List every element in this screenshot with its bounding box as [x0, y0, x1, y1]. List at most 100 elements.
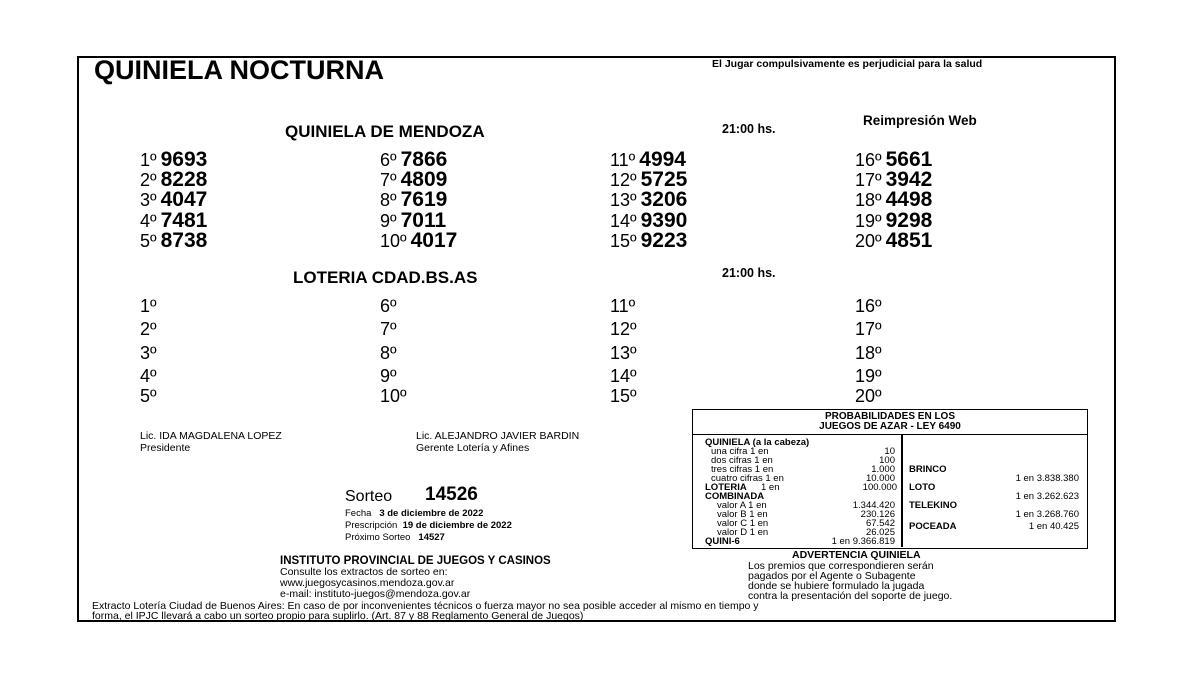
result-cell: 8º 7619 — [380, 188, 448, 211]
result-cell: 9º 7011 — [380, 210, 446, 231]
prob-label: una cifra 1 en — [711, 446, 769, 457]
result-cell: 7º 4809 — [380, 168, 448, 191]
ordinal: 6º — [380, 296, 397, 316]
ordinal: 11º — [610, 150, 636, 170]
result-cell: 1º 9693 — [140, 148, 208, 171]
result-cell: 4º — [140, 366, 161, 386]
result-cell: 17º 3942 — [855, 169, 932, 190]
ordinal: 7º — [380, 170, 397, 190]
prob-value: 26.025 — [865, 527, 895, 538]
ordinal: 16º — [855, 296, 882, 316]
result-cell: 3º — [140, 343, 161, 363]
ordinal: 9º — [380, 211, 397, 231]
result-number: 7619 — [400, 188, 448, 211]
advertencia-line: Los premios que correspondieren serán — [748, 560, 934, 572]
result-number: 5725 — [640, 168, 688, 191]
ordinal: 12º — [610, 170, 637, 190]
prob-value: 1.000 — [871, 464, 895, 475]
result-number: 9298 — [885, 209, 933, 232]
result-number: 8738 — [160, 229, 208, 252]
footer-line: Extracto Lotería Ciudad de Buenos Aires:… — [92, 600, 759, 612]
result-number: 4994 — [639, 148, 686, 171]
sorteo-label: Sorteo — [345, 488, 393, 505]
footer-line: forma, el IPJC llevará a cabo un sorteo … — [92, 610, 584, 622]
signature-name: Lic. ALEJANDRO JAVIER BARDIN — [416, 430, 580, 442]
ordinal: 19º — [855, 211, 882, 231]
ordinal: 19º — [855, 366, 882, 386]
result-cell: 19º — [855, 366, 886, 386]
probabilities-title: PROBABILIDADES EN LOS — [824, 411, 955, 422]
prob-value: 67.542 — [865, 518, 895, 529]
result-cell: 12º — [610, 319, 641, 339]
prob-label: cuatro cifras 1 en — [711, 473, 784, 484]
quiniela-mendoza-time: 21:00 hs. — [722, 122, 776, 136]
result-number: 7481 — [160, 209, 208, 232]
ordinal: 14º — [610, 211, 637, 231]
result-number: 9390 — [640, 209, 688, 232]
prob-label: valor C 1 en — [717, 518, 769, 529]
ordinal: 18º — [855, 343, 882, 363]
fecha-label: Fecha — [345, 508, 372, 519]
result-cell: 9º — [380, 366, 401, 386]
prob-game-value: 1 en 3.262.623 — [1015, 491, 1079, 502]
ordinal: 4º — [140, 211, 157, 231]
advertencia-line: pagados por el Agente o Subagente — [748, 570, 916, 582]
combinada-prob-title: COMBINADA — [705, 491, 765, 502]
result-cell: 11º 4994 — [610, 148, 686, 171]
proximo-value: 14527 — [418, 532, 445, 543]
ordinal: 5º — [140, 231, 157, 251]
prob-game-value: 1 en 3.268.760 — [1015, 509, 1079, 520]
quiniela-prob-title: QUINIELA (a la cabeza) — [705, 437, 810, 448]
result-cell: 6º — [380, 296, 401, 316]
result-cell: 14º — [610, 366, 641, 386]
ordinal: 8º — [380, 190, 397, 210]
result-number: 4809 — [400, 168, 448, 191]
result-number: 8228 — [160, 168, 208, 191]
ordinal: 10º — [380, 386, 407, 406]
ordinal: 1º — [140, 296, 157, 316]
ordinal: 16º — [855, 150, 882, 170]
result-cell: 16º 5661 — [855, 148, 933, 171]
result-cell: 10º — [380, 386, 411, 406]
prescripcion-value: 19 de diciembre de 2022 — [402, 520, 512, 531]
prob-game-label: TELEKINO — [909, 500, 958, 511]
prob-label: tres cifras 1 en — [711, 464, 774, 475]
institute-web-link[interactable]: www.juegosycasinos.mendoza.gov.ar — [280, 577, 455, 589]
quini6-prob-value: 1 en 9.366.819 — [831, 536, 895, 547]
prob-value: 230.126 — [860, 509, 895, 520]
result-cell: 17º — [855, 319, 886, 339]
institute-consult: Consulte los extractos de sorteo en: — [280, 566, 448, 578]
prob-value: 10.000 — [865, 473, 895, 484]
ordinal: 7º — [380, 319, 397, 339]
result-number: 4498 — [885, 188, 933, 211]
result-cell: 2º — [140, 319, 161, 339]
result-cell: 13º — [610, 343, 641, 363]
result-number: 4017 — [410, 229, 458, 252]
result-cell: 5º 8738 — [140, 229, 208, 252]
result-cell: 15º 9223 — [610, 229, 688, 252]
ordinal: 15º — [610, 386, 637, 406]
result-cell: 3º 4047 — [140, 189, 207, 210]
result-cell: 10º 4017 — [380, 229, 458, 252]
result-number: 5661 — [885, 148, 933, 171]
institute-email-link[interactable]: e-mail: instituto-juegos@mendoza.gov.ar — [280, 588, 471, 600]
ordinal: 4º — [140, 366, 157, 386]
ordinal: 5º — [140, 386, 157, 406]
ordinal: 6º — [380, 150, 397, 170]
ordinal: 13º — [610, 190, 637, 210]
result-number: 3206 — [640, 188, 688, 211]
ordinal: 3º — [140, 190, 157, 210]
result-number: 9223 — [640, 229, 688, 252]
result-cell: 19º 9298 — [855, 209, 933, 232]
page-title: QUINIELA NOCTURNA — [94, 55, 384, 85]
prob-game-label: LOTO — [909, 482, 936, 493]
prob-value: 100 — [879, 455, 895, 466]
prescripcion-label: Prescripción — [345, 520, 398, 531]
result-number: 9693 — [160, 148, 208, 171]
loteria-cdad-title: LOTERIA CDAD.BS.AS — [293, 268, 478, 287]
result-cell: 5º — [140, 386, 161, 406]
result-cell: 18º 4498 — [855, 188, 933, 211]
ordinal: 9º — [380, 366, 397, 386]
prob-label: valor D 1 en — [717, 527, 769, 538]
result-cell: 20º 4851 — [855, 230, 932, 251]
